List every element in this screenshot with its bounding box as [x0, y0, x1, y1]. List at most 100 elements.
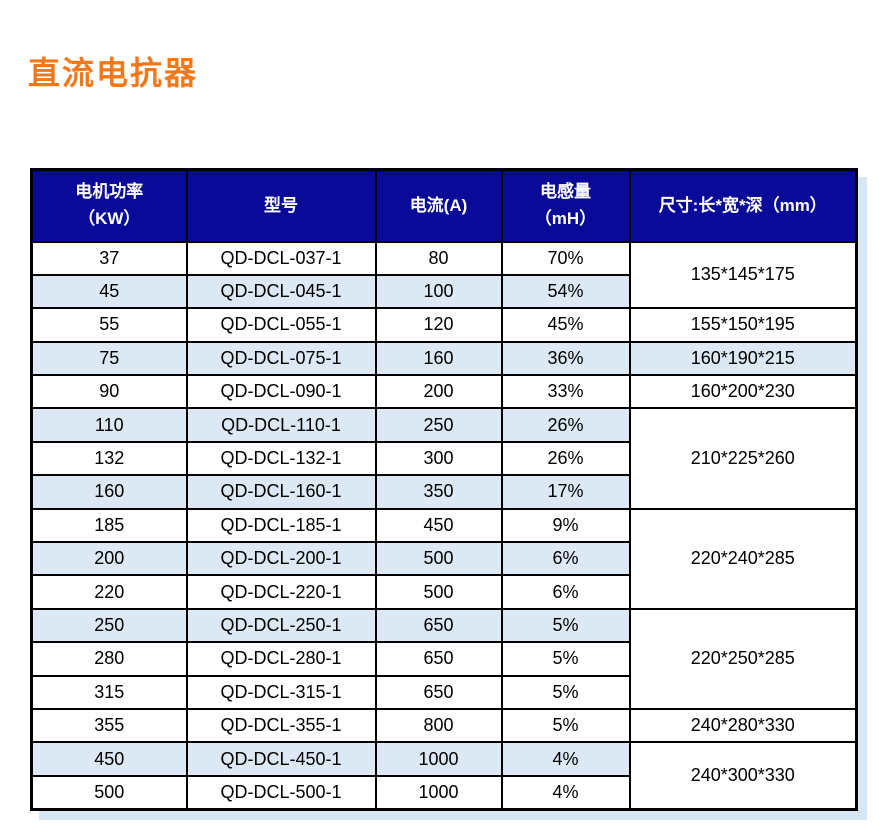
current-cell: 100 — [374, 273, 503, 310]
current-cell: 650 — [374, 674, 503, 710]
current-cell: 650 — [374, 607, 503, 644]
inductance-cell: 5% — [500, 641, 631, 677]
table-row: 500 QD-DCL-500-1 1000 4% — [30, 774, 857, 811]
col-header-power: 电机功率 （KW） — [30, 168, 188, 243]
inductance-cell: 54% — [500, 273, 631, 310]
dimension-cell: 135*145*175 — [628, 240, 858, 310]
power-cell: 90 — [30, 374, 188, 410]
current-cell: 80 — [374, 240, 503, 276]
model-cell: QD-DCL-200-1 — [185, 541, 377, 577]
model-cell: QD-DCL-355-1 — [185, 707, 377, 744]
power-cell: 160 — [30, 474, 188, 510]
table-row: 450 QD-DCL-450-1 1000 4% 240*300*330 — [30, 741, 858, 811]
col-header-model: 型号 — [185, 168, 377, 243]
table-row: 55 QD-DCL-055-1 120 45% 155*150*195 — [30, 307, 858, 343]
model-cell: QD-DCL-185-1 — [185, 507, 377, 544]
table-row: 250 QD-DCL-250-1 650 5% 220*250*285 — [30, 607, 858, 710]
current-cell: 1000 — [374, 741, 503, 777]
current-cell: 800 — [374, 707, 503, 744]
table-row: 160 QD-DCL-160-1 350 17% — [30, 474, 857, 510]
power-cell: 450 — [30, 741, 188, 777]
power-cell: 220 — [30, 574, 188, 610]
page-title: 直流电抗器 — [28, 55, 199, 91]
table-row: 220 QD-DCL-220-1 500 6% — [30, 574, 857, 610]
current-cell: 350 — [374, 474, 503, 510]
model-cell: QD-DCL-075-1 — [185, 340, 377, 377]
power-cell: 110 — [30, 407, 188, 443]
model-cell: QD-DCL-037-1 — [185, 240, 377, 276]
col-header-inductance: 电感量 （mH） — [500, 168, 631, 243]
table-row: 110 QD-DCL-110-1 250 26% 210*225*260 — [30, 407, 858, 510]
model-cell: QD-DCL-160-1 — [185, 474, 377, 510]
model-cell: QD-DCL-132-1 — [185, 440, 377, 477]
inductance-cell: 5% — [500, 674, 631, 710]
power-cell: 132 — [30, 440, 188, 477]
dc-reactor-spec-table: 电机功率 （KW） 型号 电流(A) 电感量 （mH） 尺寸:长*宽*深（mm）… — [30, 168, 858, 811]
table-row: 75 QD-DCL-075-1 160 36% 160*190*215 — [30, 340, 858, 377]
model-cell: QD-DCL-220-1 — [185, 574, 377, 610]
dimension-cell: 240*300*330 — [628, 741, 858, 811]
inductance-cell: 6% — [500, 541, 631, 577]
table-row: 37 QD-DCL-037-1 80 70% 135*145*175 — [30, 240, 858, 310]
model-cell: QD-DCL-280-1 — [185, 641, 377, 677]
model-cell: QD-DCL-055-1 — [185, 307, 377, 343]
power-cell: 315 — [30, 674, 188, 710]
col-header-dimension: 尺寸:长*宽*深（mm） — [628, 168, 858, 243]
header-row: 电机功率 （KW） 型号 电流(A) 电感量 （mH） 尺寸:长*宽*深（mm） — [30, 168, 858, 243]
dimension-cell: 210*225*260 — [628, 407, 858, 510]
inductance-cell: 70% — [500, 240, 631, 276]
power-cell: 500 — [30, 774, 188, 811]
current-cell: 300 — [374, 440, 503, 477]
table-row: 280 QD-DCL-280-1 650 5% — [30, 641, 857, 677]
dimension-cell: 160*200*230 — [628, 374, 858, 410]
current-cell: 160 — [374, 340, 503, 377]
power-cell: 185 — [30, 507, 188, 544]
power-cell: 75 — [30, 340, 188, 377]
dimension-cell: 160*190*215 — [628, 340, 858, 377]
table-row: 355 QD-DCL-355-1 800 5% 240*280*330 — [30, 707, 858, 744]
model-cell: QD-DCL-090-1 — [185, 374, 377, 410]
current-cell: 1000 — [374, 774, 503, 811]
inductance-cell: 4% — [500, 741, 631, 777]
model-cell: QD-DCL-045-1 — [185, 273, 377, 310]
current-cell: 500 — [374, 574, 503, 610]
current-cell: 500 — [374, 541, 503, 577]
current-cell: 450 — [374, 507, 503, 544]
power-cell: 280 — [30, 641, 188, 677]
inductance-cell: 45% — [500, 307, 631, 343]
dimension-cell: 220*250*285 — [628, 607, 858, 710]
model-cell: QD-DCL-110-1 — [185, 407, 377, 443]
inductance-cell: 5% — [500, 607, 631, 644]
inductance-cell: 26% — [500, 440, 631, 477]
model-cell: QD-DCL-315-1 — [185, 674, 377, 710]
model-cell: QD-DCL-450-1 — [185, 741, 377, 777]
model-cell: QD-DCL-250-1 — [185, 607, 377, 644]
inductance-cell: 26% — [500, 407, 631, 443]
dimension-cell: 220*240*285 — [628, 507, 858, 610]
col-header-inductance-line2: （mH） — [534, 208, 597, 228]
table-row: 315 QD-DCL-315-1 650 5% — [30, 674, 857, 710]
col-header-inductance-line1: 电感量 — [540, 182, 591, 202]
inductance-cell: 33% — [500, 374, 631, 410]
table-row: 200 QD-DCL-200-1 500 6% — [30, 541, 857, 577]
inductance-cell: 6% — [500, 574, 631, 610]
power-cell: 200 — [30, 541, 188, 577]
inductance-cell: 17% — [500, 474, 631, 510]
model-cell: QD-DCL-500-1 — [185, 774, 377, 811]
power-cell: 55 — [30, 307, 188, 343]
power-cell: 250 — [30, 607, 188, 644]
dimension-cell: 240*280*330 — [628, 707, 858, 744]
table-row: 45 QD-DCL-045-1 100 54% — [30, 273, 857, 310]
inductance-cell: 4% — [500, 774, 631, 811]
table-row: 132 QD-DCL-132-1 300 26% — [30, 440, 857, 477]
inductance-cell: 36% — [500, 340, 631, 377]
power-cell: 37 — [30, 240, 188, 276]
inductance-cell: 9% — [500, 507, 631, 544]
current-cell: 650 — [374, 641, 503, 677]
col-header-power-line1: 电机功率 — [75, 182, 144, 202]
current-cell: 200 — [374, 374, 503, 410]
col-header-current: 电流(A) — [374, 168, 503, 243]
current-cell: 120 — [374, 307, 503, 343]
dimension-cell: 155*150*195 — [628, 307, 858, 343]
power-cell: 355 — [30, 707, 188, 744]
